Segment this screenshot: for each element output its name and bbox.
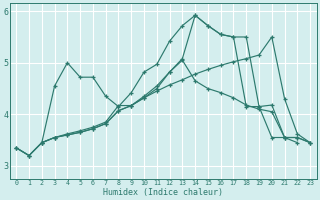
X-axis label: Humidex (Indice chaleur): Humidex (Indice chaleur) xyxy=(103,188,223,197)
